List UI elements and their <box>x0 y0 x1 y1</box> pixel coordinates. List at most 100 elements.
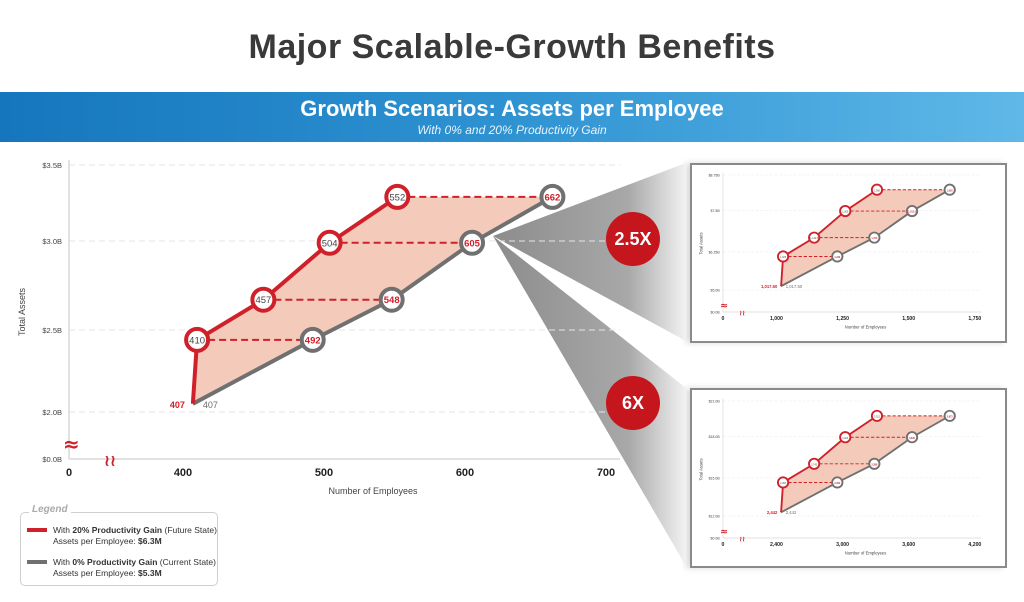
data-point-future <box>870 409 884 422</box>
legend-text: (Current State) <box>157 557 216 567</box>
data-point-label-current: 1,230 <box>834 257 841 259</box>
x-tick-label: 0 <box>66 467 72 479</box>
legend: Legend With 20% Productivity Gain (Futur… <box>20 504 218 586</box>
data-point-current <box>831 250 844 263</box>
x-axis-break-icon: ≀≀ <box>104 451 116 470</box>
x-tick-label: 3,600 <box>902 542 915 548</box>
data-point-label-future: 410 <box>189 335 205 346</box>
data-point-label-current: 662 <box>544 192 560 203</box>
data-point-label-future: 1,380 <box>874 190 881 192</box>
y-tick-label: $2.5B <box>42 326 62 335</box>
y-axis-title: Total Assets <box>17 287 27 336</box>
start-point-label-future: 1,017.50 <box>761 284 778 289</box>
y-tick-label: $6.25B <box>709 250 721 254</box>
data-point-label-current: 1,655 <box>947 190 954 192</box>
x-tick-label: 700 <box>597 467 615 479</box>
legend-text: (Future State) <box>162 525 217 535</box>
legend-swatch-red <box>27 528 47 532</box>
y-tick-label: $0.0B <box>42 455 62 464</box>
y-tick-label: $0.0B <box>711 536 721 540</box>
data-point-current <box>831 476 844 489</box>
y-tick-label: $7.5B <box>711 209 721 213</box>
x-axis-title: Number of Employees <box>845 550 887 555</box>
start-point-label-future: 407 <box>170 400 185 410</box>
data-point-label-current: 3,972 <box>947 417 954 419</box>
y-tick-label: $3.5B <box>42 161 62 170</box>
y-axis-break-icon: ≈ <box>720 300 728 311</box>
data-point-label-future: 2,742 <box>811 464 818 466</box>
x-tick-label: 0 <box>722 542 725 548</box>
x-tick-label: 500 <box>315 467 333 479</box>
x-tick-label: 4,200 <box>968 542 981 548</box>
data-point-future <box>384 183 411 210</box>
data-point-current <box>299 326 326 353</box>
data-point-current <box>905 431 919 444</box>
x-tick-label: 400 <box>174 467 192 479</box>
page-title: Major Scalable-Growth Benefits <box>248 28 776 66</box>
data-point-label-current: 492 <box>305 335 321 346</box>
data-point-label-current: 548 <box>384 295 400 306</box>
y-tick-label: $2.0B <box>42 408 62 417</box>
y-tick-label: $12.0B <box>709 515 721 519</box>
data-point-current <box>539 183 566 210</box>
y-tick-label: $18.0B <box>709 435 721 439</box>
data-point-future <box>776 250 790 263</box>
data-point-future <box>316 229 343 256</box>
data-point-current <box>943 409 956 422</box>
data-point-future <box>808 231 821 244</box>
data-point-label-current: 3,630 <box>909 438 916 440</box>
x-tick-label: 1,250 <box>836 316 849 322</box>
data-point-future <box>776 476 790 489</box>
y-tick-label: $8.75B <box>709 173 721 177</box>
legend-swatch-gray <box>27 560 47 564</box>
y-tick-label: $5.0B <box>711 289 721 293</box>
legend-bold: 20% Productivity Gain <box>72 525 163 535</box>
y-axis-title: Total Assets <box>698 232 703 254</box>
inset-chart-2-5x: $0.0B $5.0B $6.25B $7.5B $8.75B 0 1,000 1,250 1,… <box>698 172 981 329</box>
x-tick-label: 1,000 <box>770 316 783 322</box>
data-point-current <box>868 231 881 244</box>
header-band: Growth Scenarios: Assets per Employee Wi… <box>0 92 1024 142</box>
x-tick-label: 3,000 <box>836 542 849 548</box>
x-axis-break-icon: ≀≀ <box>739 534 745 543</box>
multiplier-badge-6x: 6X <box>606 376 660 430</box>
data-point-future <box>839 205 852 218</box>
data-point-current <box>905 205 919 218</box>
data-point-label-future: 2,460 <box>780 483 787 485</box>
data-point-label-future: 1,025 <box>780 257 787 259</box>
x-tick-label: 1,500 <box>902 316 915 322</box>
data-point-label-current: 3,288 <box>871 464 878 466</box>
data-point-current <box>459 229 486 256</box>
y-axis-break-icon: ≈ <box>63 432 80 456</box>
x-tick-label: 600 <box>456 467 474 479</box>
data-point-future <box>870 183 884 196</box>
data-point-future <box>808 457 821 470</box>
chart-subtitle-2: With 0% and 20% Productivity Gain <box>417 123 607 137</box>
zoom-funnel-bottom <box>493 236 686 566</box>
legend-text: Assets per Employee: <box>53 536 139 546</box>
data-point-label-future: 504 <box>322 238 338 249</box>
start-point-label-current: 1,017.50 <box>786 284 803 289</box>
main-chart: $0.0B $2.0B $2.5B $3.0B $3.5B 0 400 500 600 700 Nu… <box>17 160 620 496</box>
legend-text: With <box>53 557 73 567</box>
x-axis-title: Number of Employees <box>328 486 418 496</box>
y-tick-label: $3.0B <box>42 237 62 246</box>
legend-value: $5.3M <box>138 568 162 578</box>
start-point-label-current: 407 <box>203 400 218 410</box>
x-axis-title: Number of Employees <box>845 324 887 329</box>
y-axis-title: Total Assets <box>698 458 703 480</box>
data-point-label-future: 3,024 <box>842 438 849 440</box>
legend-title: Legend <box>29 504 71 515</box>
data-point-label-current: 1,512.5 <box>908 212 917 214</box>
legend-text: Assets per Employee: <box>53 568 139 578</box>
data-point-label-future: 457 <box>255 295 271 306</box>
data-point-future <box>184 326 211 353</box>
inset-chart-6x: $0.0B $12.0B $15.0B $18.0B $21.0B 0 2,400 3,000… <box>698 398 981 555</box>
start-point-label-current: 2,442 <box>786 510 797 515</box>
data-point-future <box>839 431 852 444</box>
start-point-label-future: 2,442 <box>767 510 778 515</box>
data-point-current <box>378 286 405 313</box>
data-point-label-future: 552 <box>389 192 405 203</box>
data-point-future <box>250 286 277 313</box>
